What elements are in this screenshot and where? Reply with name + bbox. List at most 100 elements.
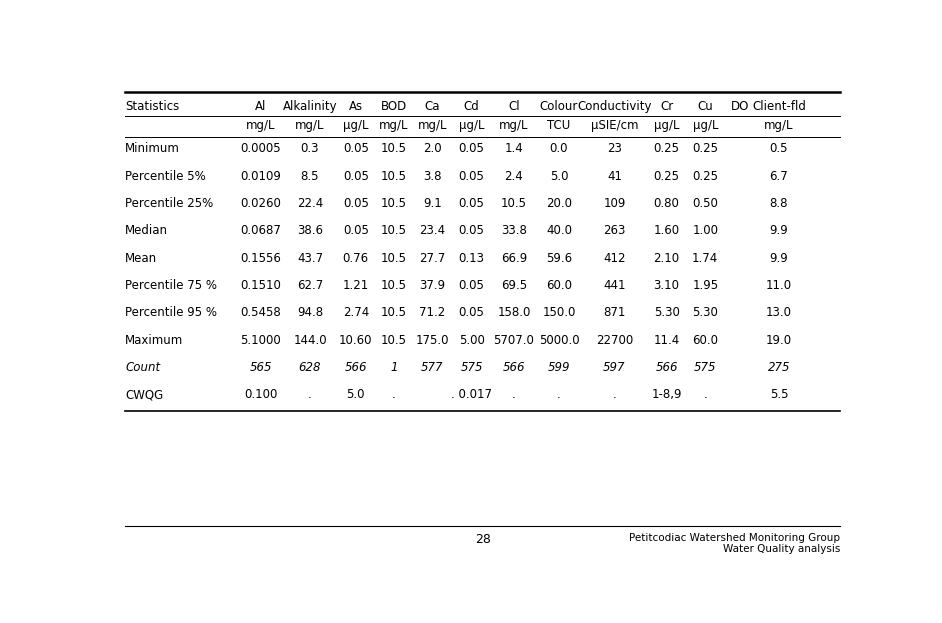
Text: mg/L: mg/L <box>764 120 794 132</box>
Text: 575: 575 <box>694 361 717 374</box>
Text: As: As <box>349 100 363 113</box>
Text: 5.5: 5.5 <box>770 389 788 401</box>
Text: 28: 28 <box>475 533 491 546</box>
Text: 0.05: 0.05 <box>343 224 368 237</box>
Text: 5.0: 5.0 <box>550 169 568 183</box>
Text: 22700: 22700 <box>595 334 633 347</box>
Text: 575: 575 <box>461 361 483 374</box>
Text: 20.0: 20.0 <box>546 197 572 210</box>
Text: 566: 566 <box>345 361 367 374</box>
Text: 0.05: 0.05 <box>459 307 484 320</box>
Text: 0.0260: 0.0260 <box>240 197 281 210</box>
Text: 37.9: 37.9 <box>419 279 446 292</box>
Text: 0.1510: 0.1510 <box>240 279 281 292</box>
Text: 59.6: 59.6 <box>546 252 572 265</box>
Text: Petitcodiac Watershed Monitoring Group
Water Quality analysis: Petitcodiac Watershed Monitoring Group W… <box>629 533 840 554</box>
Text: 10.60: 10.60 <box>339 334 372 347</box>
Text: Ca: Ca <box>425 100 440 113</box>
Text: 0.1556: 0.1556 <box>240 252 281 265</box>
Text: 1: 1 <box>390 361 398 374</box>
Text: 0.0687: 0.0687 <box>240 224 281 237</box>
Text: 1.00: 1.00 <box>692 224 719 237</box>
Text: Conductivity: Conductivity <box>577 100 652 113</box>
Text: 109: 109 <box>603 197 625 210</box>
Text: 5.30: 5.30 <box>654 307 679 320</box>
Text: μg/L: μg/L <box>459 120 484 132</box>
Text: 6.7: 6.7 <box>770 169 788 183</box>
Text: 628: 628 <box>299 361 321 374</box>
Text: 565: 565 <box>250 361 272 374</box>
Text: Percentile 5%: Percentile 5% <box>125 169 205 183</box>
Text: 0.80: 0.80 <box>654 197 679 210</box>
Text: 0.05: 0.05 <box>459 279 484 292</box>
Text: TCU: TCU <box>547 120 571 132</box>
Text: μg/L: μg/L <box>654 120 679 132</box>
Text: Statistics: Statistics <box>125 100 179 113</box>
Text: 1.95: 1.95 <box>692 279 719 292</box>
Text: 71.2: 71.2 <box>419 307 446 320</box>
Text: mg/L: mg/L <box>246 120 275 132</box>
Text: .: . <box>704 389 707 401</box>
Text: 40.0: 40.0 <box>546 224 572 237</box>
Text: mg/L: mg/L <box>499 120 528 132</box>
Text: 5.00: 5.00 <box>459 334 484 347</box>
Text: 871: 871 <box>603 307 625 320</box>
Text: 66.9: 66.9 <box>501 252 527 265</box>
Text: 0.05: 0.05 <box>343 169 368 183</box>
Text: Mean: Mean <box>125 252 157 265</box>
Text: 22.4: 22.4 <box>297 197 323 210</box>
Text: Maximum: Maximum <box>125 334 184 347</box>
Text: 0.25: 0.25 <box>654 169 679 183</box>
Text: 0.5: 0.5 <box>770 143 788 155</box>
Text: 1.74: 1.74 <box>692 252 719 265</box>
Text: 150.0: 150.0 <box>543 307 576 320</box>
Text: 0.05: 0.05 <box>459 224 484 237</box>
Text: mg/L: mg/L <box>417 120 447 132</box>
Text: μg/L: μg/L <box>343 120 368 132</box>
Text: 11.4: 11.4 <box>654 334 680 347</box>
Text: 0.0: 0.0 <box>550 143 568 155</box>
Text: 9.9: 9.9 <box>770 224 788 237</box>
Text: 5.0: 5.0 <box>347 389 365 401</box>
Text: 10.5: 10.5 <box>381 279 407 292</box>
Text: 0.05: 0.05 <box>459 143 484 155</box>
Text: Client-fld: Client-fld <box>752 100 806 113</box>
Text: 5707.0: 5707.0 <box>494 334 534 347</box>
Text: 5.1000: 5.1000 <box>240 334 281 347</box>
Text: 0.25: 0.25 <box>654 143 679 155</box>
Text: 566: 566 <box>503 361 525 374</box>
Text: 2.10: 2.10 <box>654 252 680 265</box>
Text: .: . <box>512 389 516 401</box>
Text: Cl: Cl <box>508 100 520 113</box>
Text: Percentile 75 %: Percentile 75 % <box>125 279 217 292</box>
Text: 0.25: 0.25 <box>692 169 719 183</box>
Text: 158.0: 158.0 <box>497 307 530 320</box>
Text: 275: 275 <box>768 361 790 374</box>
Text: 0.25: 0.25 <box>692 143 719 155</box>
Text: Percentile 25%: Percentile 25% <box>125 197 213 210</box>
Text: 23: 23 <box>607 143 622 155</box>
Text: 1.21: 1.21 <box>343 279 369 292</box>
Text: 0.05: 0.05 <box>343 143 368 155</box>
Text: Minimum: Minimum <box>125 143 180 155</box>
Text: 0.100: 0.100 <box>244 389 277 401</box>
Text: 2.74: 2.74 <box>343 307 369 320</box>
Text: 0.3: 0.3 <box>300 143 319 155</box>
Text: 0.0005: 0.0005 <box>240 143 281 155</box>
Text: 599: 599 <box>547 361 570 374</box>
Text: .: . <box>392 389 396 401</box>
Text: Cr: Cr <box>660 100 674 113</box>
Text: 38.6: 38.6 <box>297 224 323 237</box>
Text: 10.5: 10.5 <box>381 334 407 347</box>
Text: 577: 577 <box>421 361 444 374</box>
Text: DO: DO <box>730 100 749 113</box>
Text: 11.0: 11.0 <box>766 279 792 292</box>
Text: 41: 41 <box>607 169 622 183</box>
Text: 10.5: 10.5 <box>381 307 407 320</box>
Text: 2.4: 2.4 <box>505 169 523 183</box>
Text: 3.10: 3.10 <box>654 279 679 292</box>
Text: μSIE/cm: μSIE/cm <box>591 120 638 132</box>
Text: . 0.017: . 0.017 <box>451 389 492 401</box>
Text: Median: Median <box>125 224 168 237</box>
Text: mg/L: mg/L <box>379 120 409 132</box>
